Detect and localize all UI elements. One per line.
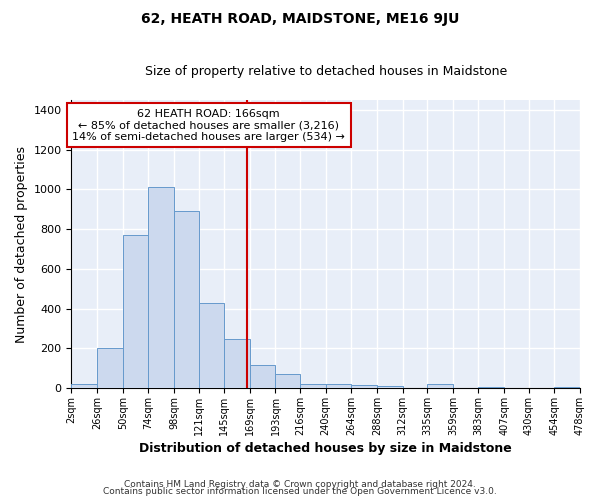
Bar [71, 384, 97, 388]
Bar [427, 384, 453, 388]
Bar [478, 387, 504, 388]
Text: Contains public sector information licensed under the Open Government Licence v3: Contains public sector information licen… [103, 487, 497, 496]
Bar [174, 212, 199, 388]
Bar [352, 385, 377, 388]
X-axis label: Distribution of detached houses by size in Maidstone: Distribution of detached houses by size … [139, 442, 512, 455]
Bar [326, 384, 352, 388]
Bar [275, 374, 300, 388]
Bar [97, 348, 122, 388]
Bar [199, 302, 224, 388]
Bar [122, 235, 148, 388]
Bar [300, 384, 326, 388]
Y-axis label: Number of detached properties: Number of detached properties [15, 146, 28, 342]
Bar [377, 386, 403, 388]
Text: Contains HM Land Registry data © Crown copyright and database right 2024.: Contains HM Land Registry data © Crown c… [124, 480, 476, 489]
Title: Size of property relative to detached houses in Maidstone: Size of property relative to detached ho… [145, 65, 507, 78]
Text: 62, HEATH ROAD, MAIDSTONE, ME16 9JU: 62, HEATH ROAD, MAIDSTONE, ME16 9JU [141, 12, 459, 26]
Bar [554, 387, 580, 388]
Text: 62 HEATH ROAD: 166sqm
← 85% of detached houses are smaller (3,216)
14% of semi-d: 62 HEATH ROAD: 166sqm ← 85% of detached … [72, 108, 345, 142]
Bar [250, 366, 275, 388]
Bar [224, 340, 250, 388]
Bar [148, 188, 174, 388]
